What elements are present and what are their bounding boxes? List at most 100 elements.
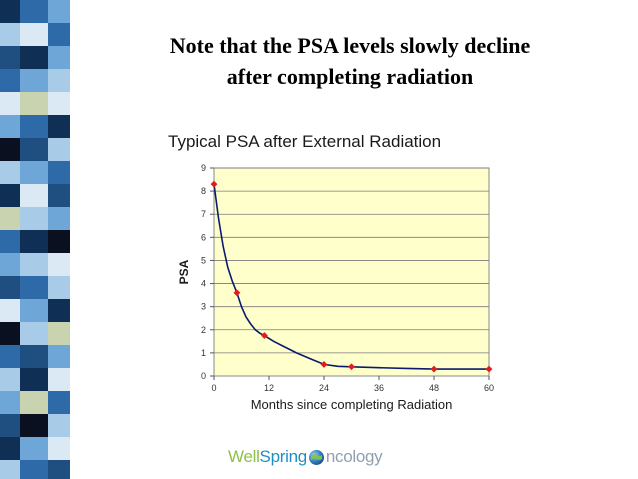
x-tick-label: 48 [429,383,439,393]
stripe-tile [48,368,74,391]
stripe-tile [48,460,74,479]
x-tick-label: 12 [264,383,274,393]
x-tick-label: 60 [484,383,494,393]
logo-text-spring: Spring [259,447,308,466]
stripe-tile [48,276,74,299]
y-tick-label: 6 [201,232,206,242]
stripe-tile [0,345,20,368]
stripe-tile [48,0,74,23]
stripe-tile [20,161,48,184]
stripe-tile [0,115,20,138]
logo-text-oncology: ncology [325,447,383,466]
stripe-tile [20,230,48,253]
data-point [485,365,493,373]
stripe-tile [20,322,48,345]
stripe-tile [48,299,74,322]
decorative-stripe [0,0,74,479]
stripe-tile [48,414,74,437]
stripe-tile [20,0,48,23]
y-tick-label: 9 [201,163,206,173]
x-tick-label: 24 [319,383,329,393]
stripe-tile [20,299,48,322]
y-tick-label: 5 [201,255,206,265]
stripe-tile [0,207,20,230]
psa-chart: Typical PSA after External Radiation 0 1 2 3… [160,122,520,422]
chart-svg: Typical PSA after External Radiation0123… [168,132,494,412]
y-axis-label: PSA [177,259,191,284]
stripe-tile [48,437,74,460]
stripe-tile [20,23,48,46]
stripe-tile [0,276,20,299]
data-point [210,180,218,188]
data-point [233,289,241,297]
stripe-tile [20,46,48,69]
stripe-tile [20,460,48,479]
globe-icon [308,449,324,465]
stripe-tile [0,299,20,322]
stripe-tile [0,92,20,115]
stripe-tile [20,184,48,207]
stripe-tile [48,230,74,253]
stripe-tile [48,345,74,368]
stripe-tile [0,253,20,276]
stripe-tile [0,322,20,345]
stripe-tile [0,368,20,391]
slide-title-line-2: after completing radiation [226,64,474,89]
stripe-tile [48,46,74,69]
stripe-tile [48,322,74,345]
y-tick-label: 1 [201,348,206,358]
stripe-tile [20,368,48,391]
slide-title-line-1: Note that the PSA levels slowly decline [169,33,531,58]
stripe-tile [48,184,74,207]
stripe-tile [0,230,20,253]
y-tick-label: 0 [201,371,206,381]
stripe-tile [20,69,48,92]
x-tick-label: 0 [211,383,216,393]
stripe-tile [20,391,48,414]
y-tick-label: 8 [201,186,206,196]
stripe-edge [70,0,74,479]
stripe-tile [0,69,20,92]
x-axis-label: Months since completing Radiation [251,397,453,412]
stripe-tile [0,23,20,46]
stripe-tile [0,138,20,161]
data-point [261,332,268,339]
stripe-tile [0,460,20,479]
stripe-tile [48,69,74,92]
logo-text-well: Well [228,447,260,466]
stripe-tile [0,437,20,460]
y-tick-label: 7 [201,209,206,219]
plot-area [213,167,490,377]
x-tick-label: 36 [374,383,384,393]
stripe-tile [20,92,48,115]
stripe-tile [20,345,48,368]
wellspring-oncology-logo: Well Spring ncology [228,444,383,470]
stripe-tile [0,161,20,184]
stripe-tile [0,414,20,437]
stripe-tile [48,115,74,138]
stripe-tile [20,207,48,230]
stripe-tile [0,184,20,207]
y-tick-label: 4 [201,279,206,289]
slide-title: Note that the PSA levels slowly decline … [100,30,600,92]
stripe-tile [20,253,48,276]
stripe-tile [48,92,74,115]
stripe-tile [20,414,48,437]
stripe-tile [48,138,74,161]
stripe-tile [48,391,74,414]
stripe-tile [20,115,48,138]
stripe-tile [48,207,74,230]
stripe-tile [48,23,74,46]
series-line [213,184,489,370]
stripe-tile [0,0,20,23]
chart-title: Typical PSA after External Radiation [168,132,441,151]
data-point [430,365,438,373]
stripe-tile [20,276,48,299]
y-tick-label: 3 [201,302,206,312]
stripe-tile [48,253,74,276]
stripe-tile [0,391,20,414]
stripe-tile [0,46,20,69]
y-tick-label: 2 [201,325,206,335]
stripe-tile [20,138,48,161]
stripe-tile [20,437,48,460]
